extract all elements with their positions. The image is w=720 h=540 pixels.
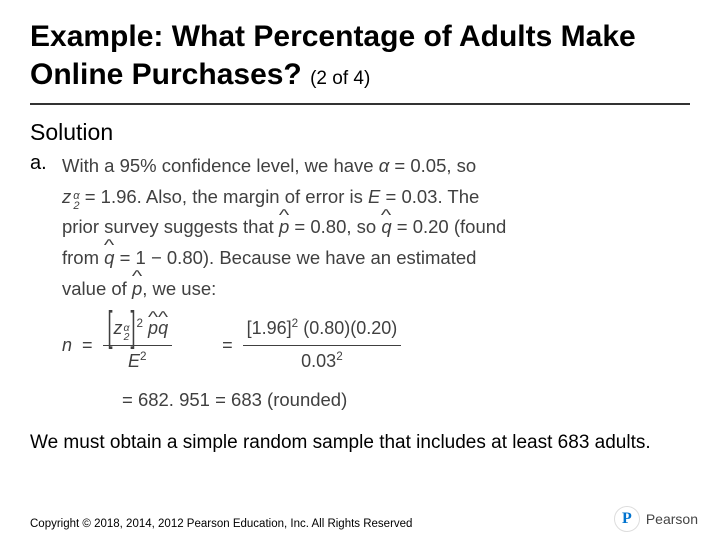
- text: = 1 − 0.80). Because we have an estimate…: [114, 247, 476, 268]
- half-sub: 2: [73, 200, 79, 212]
- text: = 0.20 (found: [392, 216, 507, 237]
- copyright-footer: Copyright © 2018, 2014, 2012 Pearson Edu…: [30, 518, 412, 530]
- result-line: = 682. 951 = 683 (rounded): [122, 386, 690, 415]
- conclusion: We must obtain a simple random sample th…: [30, 431, 690, 455]
- text: = 0.03. The: [380, 186, 479, 207]
- body-line-4: from q = 1 − 0.80). Because we have an e…: [62, 244, 690, 273]
- formula: n = [zα2]2 pq E2 = [1.96]2 (0.80): [62, 315, 690, 376]
- title-pagination: (2 of 4): [310, 68, 370, 89]
- p-hat-symbol: p: [279, 213, 289, 242]
- h: 2: [124, 332, 130, 343]
- body-line-2: zα2 = 1.96. Also, the margin of error is…: [62, 183, 690, 212]
- E-symbol: E: [368, 186, 380, 207]
- text: prior survey suggests that: [62, 216, 279, 237]
- q-hat-symbol: q: [381, 213, 391, 242]
- body-line-3: prior survey suggests that p = 0.80, so …: [62, 213, 690, 242]
- text: value of: [62, 278, 132, 299]
- text: = 0.05, so: [389, 155, 476, 176]
- q-hat: q: [158, 315, 168, 343]
- pearson-logo: P Pearson: [614, 506, 698, 532]
- fraction-symbolic: [zα2]2 pq E2: [103, 315, 173, 376]
- pval: 0.80: [309, 318, 344, 338]
- exp: 2: [336, 350, 343, 363]
- bracket-l: [: [108, 297, 113, 361]
- exp: 2: [140, 350, 147, 363]
- title-rule: [30, 103, 690, 105]
- logo-mark: P: [614, 506, 640, 532]
- exp: 2: [137, 317, 144, 330]
- numerator: [1.96]2 (0.80)(0.20): [243, 315, 402, 346]
- z: z: [62, 186, 71, 207]
- n-symbol: n: [62, 332, 72, 360]
- zval: 1.96: [252, 318, 287, 338]
- text: , we use:: [142, 278, 216, 299]
- logo-letter: P: [622, 510, 632, 528]
- text: = 0.80, so: [289, 216, 381, 237]
- numerator: [zα2]2 pq: [103, 315, 173, 346]
- Eval: 0.03: [301, 351, 336, 371]
- bracket-r: ]: [131, 297, 136, 361]
- solution-item: a. With a 95% confidence level, we have …: [30, 152, 690, 415]
- equals: =: [222, 332, 233, 360]
- body-line-1: With a 95% confidence level, we have α =…: [62, 152, 690, 181]
- alpha-symbol: α: [379, 155, 390, 176]
- text: = 1.96. Also, the margin of error is: [80, 186, 368, 207]
- exp: 2: [292, 317, 299, 330]
- item-letter: a.: [30, 152, 62, 175]
- sub: α2: [124, 325, 130, 343]
- q-hat-symbol: q: [104, 244, 114, 273]
- body-line-5: value of p, we use:: [62, 275, 690, 304]
- denominator: E2: [124, 346, 151, 376]
- qval: 0.20: [356, 318, 391, 338]
- slide-container: Example: What Percentage of Adults Make …: [0, 0, 720, 455]
- text: from: [62, 247, 104, 268]
- p-hat: p: [148, 315, 158, 343]
- section-label: Solution: [30, 119, 690, 146]
- denominator: 0.032: [297, 346, 347, 376]
- z: z: [114, 318, 123, 338]
- slide-title: Example: What Percentage of Adults Make …: [30, 18, 690, 93]
- equals: =: [82, 332, 93, 360]
- logo-text: Pearson: [646, 511, 698, 527]
- z-alpha-half: zα2: [114, 318, 130, 338]
- z-symbol: zα2: [62, 186, 80, 207]
- fraction-numeric: [1.96]2 (0.80)(0.20) 0.032: [243, 315, 402, 376]
- text: With a 95% confidence level, we have: [62, 155, 379, 176]
- solution-body: With a 95% confidence level, we have α =…: [62, 152, 690, 415]
